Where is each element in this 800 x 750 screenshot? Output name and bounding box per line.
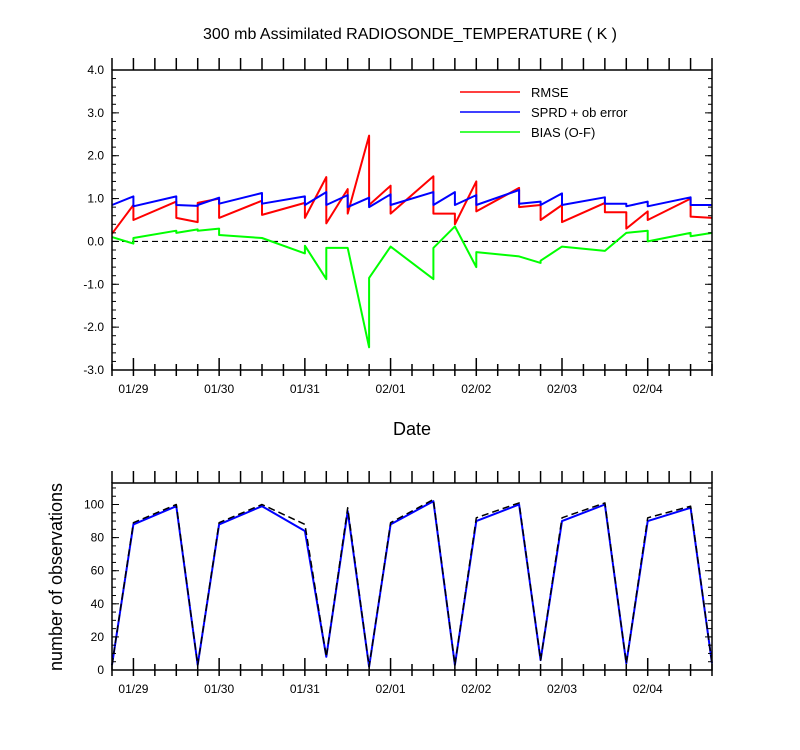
x-tick-label: 02/01 (376, 382, 406, 396)
series-line-bias-o-f (111, 225, 713, 349)
series-line-assimilated (111, 500, 713, 668)
x-tick-label: 01/31 (290, 682, 320, 696)
y-tick-label: 40 (91, 597, 105, 611)
y-tick-label: -3.0 (83, 363, 104, 377)
y-axis-label: number of observations (46, 483, 66, 671)
x-axis-label: Date (393, 419, 431, 439)
x-tick-label: 01/31 (290, 382, 320, 396)
y-tick-label: 0.0 (87, 234, 104, 248)
legend-label-bias: BIAS (O-F) (531, 125, 595, 140)
top-series-group (111, 134, 713, 349)
y-tick-label: 100 (84, 498, 104, 512)
chart-title: 300 mb Assimilated RADIOSONDE_TEMPERATUR… (203, 26, 617, 43)
y-tick-label: 1.0 (87, 192, 104, 206)
x-tick-label: 02/04 (633, 382, 663, 396)
bottom-plot-frame (111, 482, 713, 671)
y-tick-label: 20 (91, 630, 105, 644)
y-tick-label: 60 (91, 564, 105, 578)
legend-label-rmse: RMSE (531, 85, 569, 100)
y-tick-label: -2.0 (83, 320, 104, 334)
y-tick-label: -1.0 (83, 277, 104, 291)
x-tick-label: 02/02 (461, 682, 491, 696)
x-tick-label: 01/30 (204, 682, 234, 696)
top-x-axis: 01/29 01/30 01/31 02/01 02/02 02/03 02/04 (111, 58, 713, 396)
bottom-panel: 0 20 40 60 80 100 01/29 01/30 01/31 02/01 02/02 02… (46, 471, 713, 696)
x-tick-label: 01/29 (118, 682, 148, 696)
x-tick-label: 02/02 (461, 382, 491, 396)
y-tick-label: 3.0 (87, 106, 104, 120)
x-tick-label: 01/30 (204, 382, 234, 396)
x-tick-label: 02/01 (376, 682, 406, 696)
bottom-x-axis: 01/29 01/30 01/31 02/01 02/02 02/03 02/04 (111, 471, 713, 696)
x-tick-label: 02/04 (633, 682, 663, 696)
y-tick-label: 2.0 (87, 149, 104, 163)
series-line-rmse (111, 134, 713, 235)
x-tick-label: 02/03 (547, 382, 577, 396)
legend: RMSE SPRD + ob error BIAS (O-F) (460, 85, 628, 140)
series-line-total (111, 498, 713, 668)
series-line-sprd-ob-error (111, 189, 712, 209)
top-panel: -3.0-2.0-1.00.01.02.03.04.0 01/29 01/30 01… (83, 58, 713, 439)
top-y-axis: -3.0 -2.0 -1.0 0.0 1.0 2.0 3.0 4.0 (83, 63, 712, 377)
y-tick-label: 0 (97, 663, 104, 677)
bottom-series-group (111, 498, 713, 668)
x-tick-label: 01/29 (118, 382, 148, 396)
y-tick-label: 4.0 (87, 63, 104, 77)
legend-label-sprd: SPRD + ob error (531, 105, 628, 120)
x-tick-label: 02/03 (547, 682, 577, 696)
y-tick-label: 80 (91, 531, 105, 545)
top-plot-frame (111, 69, 713, 371)
